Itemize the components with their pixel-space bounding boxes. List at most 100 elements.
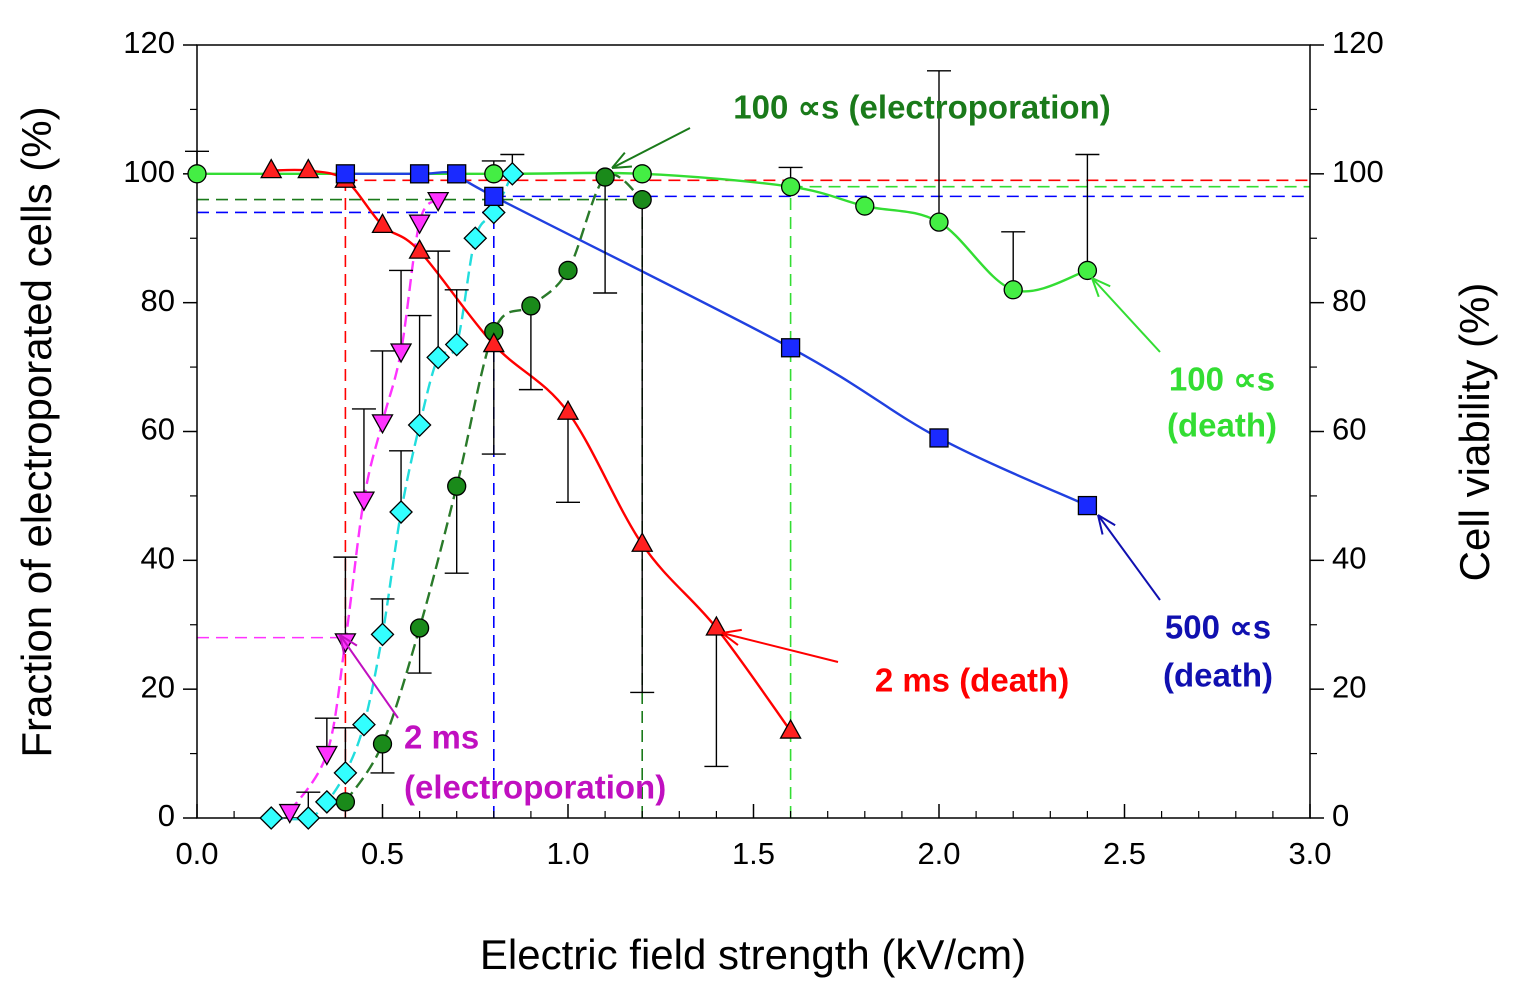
error-bar — [407, 314, 432, 426]
annotation-arrow — [339, 634, 399, 719]
marker — [632, 164, 652, 184]
y-tick-label: 0 — [158, 798, 175, 833]
marker — [259, 806, 284, 830]
error-bar — [333, 556, 358, 641]
y2-tick-label: 80 — [1332, 283, 1366, 318]
annotation: (death) — [1167, 407, 1277, 444]
marker — [780, 338, 801, 358]
marker — [558, 260, 578, 281]
marker — [705, 615, 728, 636]
annotation: 2 ms — [404, 719, 479, 756]
x-tick-label: 0.0 — [175, 836, 218, 871]
y-tick-label: 120 — [123, 25, 175, 60]
y2-tick-label: 20 — [1332, 669, 1366, 704]
arrow-head — [1091, 277, 1111, 288]
error-bar — [426, 250, 451, 358]
arrow-head — [1097, 514, 1104, 535]
marker — [335, 164, 356, 184]
marker — [595, 167, 615, 187]
error-bar — [630, 199, 655, 694]
marker — [371, 213, 394, 234]
marker — [296, 806, 321, 830]
marker — [427, 191, 450, 212]
marker — [500, 161, 525, 186]
x-tick-label: 3.0 — [1288, 836, 1331, 871]
marker — [632, 189, 652, 210]
marker — [278, 803, 301, 824]
annotation: 2 ms (death) — [875, 662, 1069, 699]
x-tick-label: 0.5 — [361, 836, 404, 871]
arrow-head — [1097, 514, 1116, 527]
marker — [352, 712, 376, 737]
y-tick-label: 100 — [123, 154, 175, 189]
error-bar — [927, 70, 951, 223]
annotation: 500 ∝s — [1165, 609, 1271, 646]
annotation: 100 ∝s — [1169, 361, 1275, 398]
x-tick-label: 2.0 — [917, 836, 960, 871]
annotation: (death) — [1163, 657, 1273, 694]
marker — [929, 428, 949, 448]
y-tick-label: 60 — [141, 412, 175, 447]
marker — [333, 760, 358, 785]
marker — [929, 212, 949, 232]
error-bar — [389, 269, 414, 351]
arrow-head — [339, 634, 346, 655]
annotation-arrow — [611, 127, 691, 169]
marker — [352, 491, 376, 512]
error-bar — [1075, 153, 1100, 271]
arrow-head — [611, 165, 633, 169]
x-axis-title: Electric field strength (kV/cm) — [480, 931, 1026, 978]
marker — [297, 158, 320, 179]
marker — [408, 238, 431, 259]
y2-tick-label: 60 — [1332, 412, 1366, 447]
marker — [409, 618, 430, 638]
x-tick-label: 1.0 — [546, 836, 589, 871]
marker — [260, 158, 283, 179]
marker — [631, 531, 654, 552]
marker — [407, 413, 432, 437]
arrow-head — [721, 628, 742, 634]
error-bar — [351, 408, 376, 500]
error-bar — [370, 350, 395, 422]
annotation-arrow — [1097, 514, 1161, 601]
y2-tick-label: 40 — [1332, 541, 1366, 576]
y2-axis-title: Cell viability (%) — [1451, 283, 1498, 582]
marker — [426, 345, 451, 370]
arrow-head — [611, 152, 626, 169]
marker — [780, 177, 801, 197]
annotation: (electroporation) — [404, 769, 666, 806]
marker — [389, 500, 413, 524]
marker — [521, 296, 541, 316]
y-tick-label: 80 — [141, 283, 175, 318]
annotation-arrow — [721, 632, 839, 663]
error-bar — [556, 412, 580, 504]
marker — [370, 622, 395, 647]
marker — [1077, 495, 1098, 516]
y-tick-label: 20 — [141, 669, 175, 704]
x-tick-label: 1.5 — [732, 836, 775, 871]
marker — [855, 196, 875, 216]
marker — [779, 718, 802, 739]
arrow-head — [339, 634, 358, 647]
error-bar — [518, 305, 543, 391]
marker — [372, 734, 393, 754]
marker — [314, 789, 339, 814]
arrow-head — [1091, 277, 1100, 298]
fit-curve — [344, 173, 643, 803]
y-axis-title: Fraction of electroporated cells (%) — [13, 106, 60, 757]
arrow-head — [721, 632, 739, 646]
marker — [444, 332, 469, 357]
marker — [556, 399, 580, 420]
error-bar — [1001, 231, 1026, 290]
marker — [371, 414, 394, 435]
y2-tick-label: 120 — [1332, 25, 1384, 60]
marker — [484, 186, 504, 207]
marker — [484, 164, 504, 184]
marker — [447, 476, 467, 496]
marker — [335, 792, 356, 812]
y2-tick-label: 0 — [1332, 798, 1349, 833]
marker — [1003, 280, 1023, 300]
marker — [1077, 260, 1098, 281]
error-bar — [593, 177, 618, 294]
